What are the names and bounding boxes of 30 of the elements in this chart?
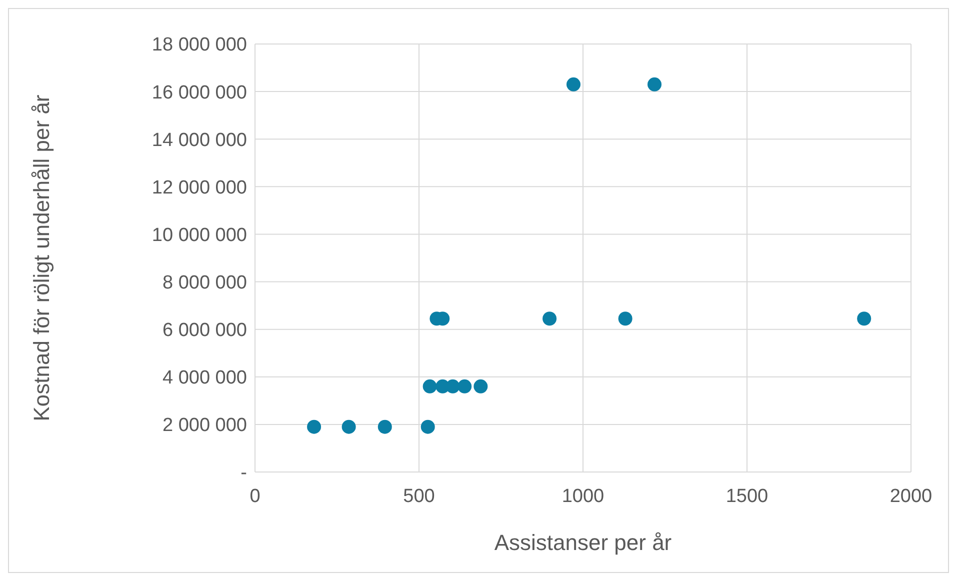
y-tick-label: 6 000 000 [162, 320, 247, 342]
y-tick-label: 12 000 000 [152, 177, 247, 198]
point [542, 312, 557, 326]
y-tick-label: - [240, 462, 247, 484]
x-tick-label: 500 [403, 486, 435, 507]
point [422, 379, 437, 394]
y-tick-label: 10 000 000 [152, 224, 247, 246]
point [648, 77, 662, 92]
x-tick-label: 2000 [890, 486, 932, 507]
point [378, 420, 392, 434]
point [446, 379, 460, 394]
y-axis-title: Kostnad för röligt underhåll per år [28, 94, 54, 422]
x-tick-label: 0 [250, 486, 260, 507]
x-axis-title: Assistanser per år [494, 530, 672, 555]
y-tick-label: 16 000 000 [152, 82, 247, 104]
point [458, 379, 472, 394]
point [307, 420, 322, 434]
y-tick-label: 18 000 000 [152, 34, 247, 56]
x-tick-label: 1500 [726, 486, 768, 507]
point [420, 420, 435, 434]
point [474, 379, 488, 394]
y-tick-label: 2 000 000 [162, 415, 247, 436]
point [618, 312, 632, 326]
point [857, 312, 872, 326]
point [566, 77, 580, 92]
x-tick-label: 1000 [562, 486, 604, 507]
y-tick-label: 8 000 000 [162, 272, 247, 294]
y-tick-label: 14 000 000 [152, 130, 247, 151]
point [342, 420, 356, 434]
y-tick-label: 4 000 000 [162, 368, 247, 389]
